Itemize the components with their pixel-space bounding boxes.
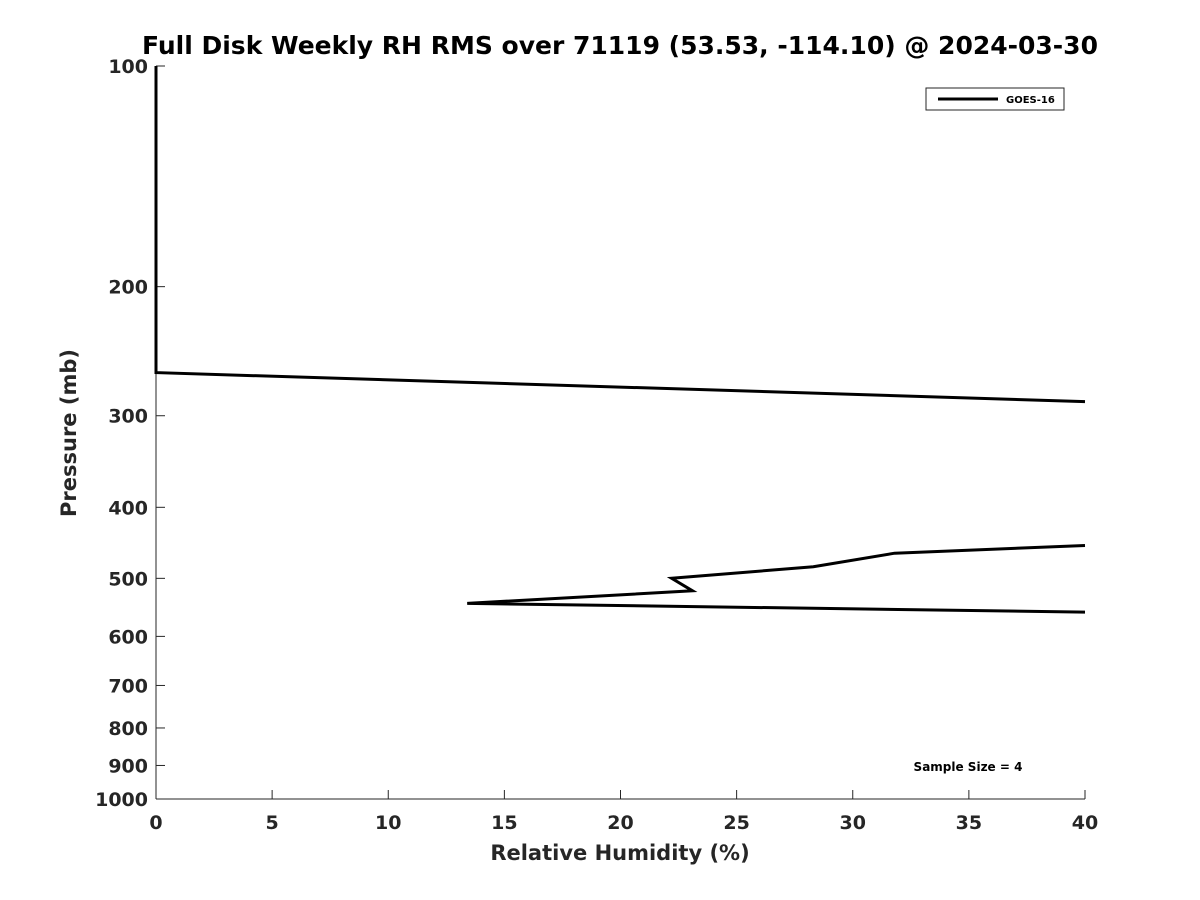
y-tick-label: 1000 (95, 789, 148, 811)
legend-label: GOES-16 (1006, 95, 1055, 106)
x-tick-label: 0 (149, 812, 162, 834)
y-tick-label: 200 (108, 277, 148, 299)
y-axis-label: Pressure (mb) (57, 349, 81, 517)
x-tick-label: 40 (1072, 812, 1098, 834)
plot-area: 0 5 10 15 20 25 30 35 40 100 200 300 400 500 600 700 80… (95, 56, 1098, 834)
sample-size-note: Sample Size = 4 (914, 760, 1023, 774)
legend: GOES-16 (925, 87, 1065, 111)
x-ticks: 0 5 10 15 20 25 30 35 40 (149, 790, 1098, 834)
y-tick-label: 300 (108, 406, 148, 428)
x-tick-label: 25 (723, 812, 749, 834)
y-ticks: 100 200 300 400 500 600 700 800 900 1000 (95, 56, 165, 811)
y-tick-label: 500 (108, 568, 148, 590)
y-tick-label: 900 (108, 755, 148, 777)
x-tick-label: 35 (956, 812, 982, 834)
series-layer (154, 66, 1086, 614)
y-tick-label: 400 (108, 497, 148, 519)
chart-title: Full Disk Weekly RH RMS over 71119 (53.5… (142, 31, 1098, 60)
series-line-0 (154, 66, 1086, 614)
x-tick-label: 10 (375, 812, 401, 834)
y-tick-label: 100 (108, 56, 148, 78)
x-tick-label: 5 (266, 812, 279, 834)
x-tick-label: 20 (607, 812, 633, 834)
y-tick-label: 800 (108, 718, 148, 740)
y-tick-label: 600 (108, 626, 148, 648)
y-tick-label: 700 (108, 675, 148, 697)
x-axis-label: Relative Humidity (%) (490, 841, 749, 865)
x-tick-label: 15 (491, 812, 517, 834)
x-tick-label: 30 (840, 812, 866, 834)
